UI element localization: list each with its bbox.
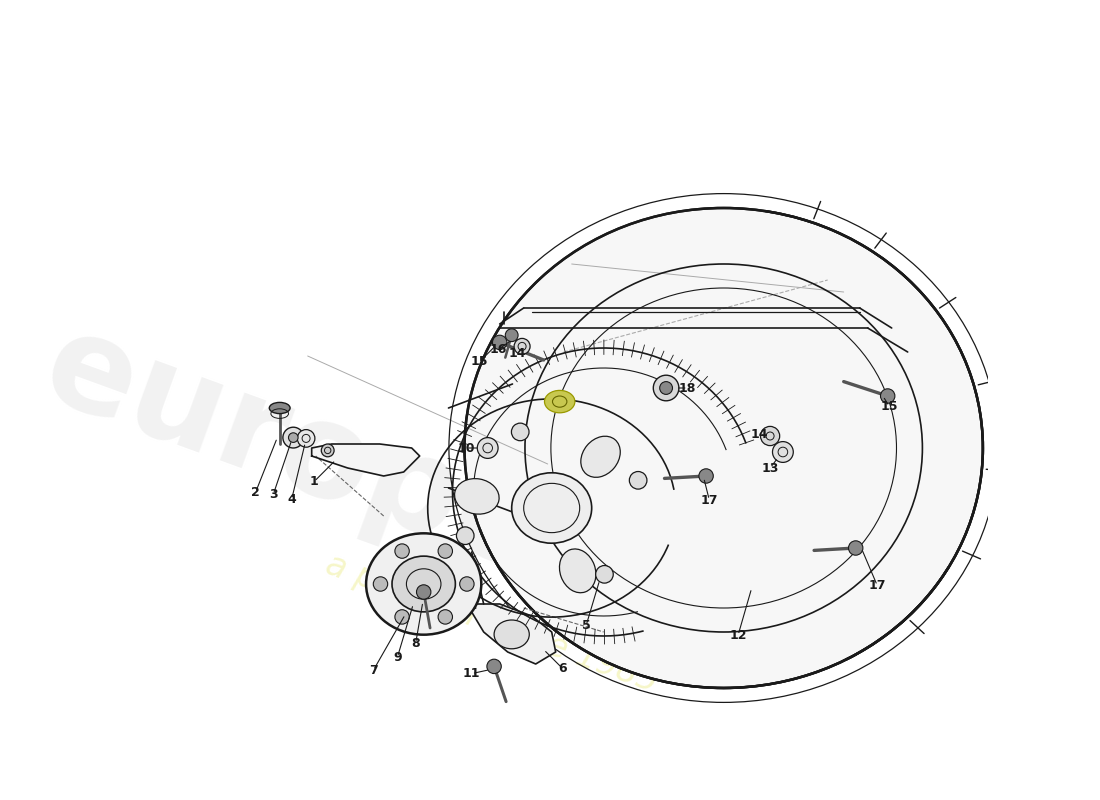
Circle shape <box>660 382 672 394</box>
Circle shape <box>456 527 474 545</box>
Ellipse shape <box>366 534 482 634</box>
Circle shape <box>512 423 529 441</box>
Polygon shape <box>311 444 420 476</box>
Circle shape <box>514 338 530 354</box>
Ellipse shape <box>560 549 596 593</box>
Circle shape <box>880 389 895 403</box>
Text: 16: 16 <box>490 343 507 356</box>
Polygon shape <box>464 604 556 664</box>
Text: 13: 13 <box>761 462 779 474</box>
Text: europes: europes <box>28 302 636 626</box>
Text: 8: 8 <box>411 637 420 650</box>
Circle shape <box>477 438 498 458</box>
Circle shape <box>772 442 793 462</box>
Text: 11: 11 <box>463 667 481 680</box>
Circle shape <box>460 577 474 591</box>
Circle shape <box>438 610 452 624</box>
Text: 6: 6 <box>558 662 566 674</box>
Text: 3: 3 <box>270 488 277 501</box>
Circle shape <box>848 541 862 555</box>
Circle shape <box>760 426 780 446</box>
Text: 4: 4 <box>287 493 296 506</box>
Circle shape <box>505 329 518 342</box>
Text: 15: 15 <box>471 355 488 368</box>
Text: 10: 10 <box>458 442 475 454</box>
Ellipse shape <box>464 208 983 688</box>
Circle shape <box>629 471 647 489</box>
Ellipse shape <box>454 478 499 514</box>
Ellipse shape <box>544 390 575 413</box>
Circle shape <box>438 544 452 558</box>
Ellipse shape <box>512 473 592 543</box>
Circle shape <box>297 430 315 447</box>
Text: 1: 1 <box>310 475 319 488</box>
Text: 17: 17 <box>869 579 886 592</box>
Circle shape <box>395 610 409 624</box>
Text: 12: 12 <box>729 629 747 642</box>
Circle shape <box>283 427 304 448</box>
Ellipse shape <box>270 402 290 414</box>
Circle shape <box>321 444 334 457</box>
Text: a passion since 1985: a passion since 1985 <box>321 549 662 699</box>
Ellipse shape <box>494 620 529 649</box>
Text: 7: 7 <box>368 664 377 677</box>
Circle shape <box>653 375 679 401</box>
Text: 2: 2 <box>251 486 260 498</box>
Ellipse shape <box>392 556 455 612</box>
Circle shape <box>698 469 713 483</box>
Circle shape <box>417 585 431 599</box>
Text: 9: 9 <box>393 651 402 664</box>
Circle shape <box>288 433 298 442</box>
Text: 18: 18 <box>679 382 696 394</box>
Text: 14: 14 <box>508 347 526 360</box>
Circle shape <box>373 577 387 591</box>
Circle shape <box>493 335 507 350</box>
Text: 14: 14 <box>751 428 769 441</box>
Circle shape <box>596 566 614 583</box>
Text: 5: 5 <box>582 619 591 632</box>
Text: 15: 15 <box>880 400 898 413</box>
Circle shape <box>487 659 502 674</box>
Circle shape <box>395 544 409 558</box>
Text: 17: 17 <box>701 494 718 506</box>
Ellipse shape <box>581 436 620 478</box>
